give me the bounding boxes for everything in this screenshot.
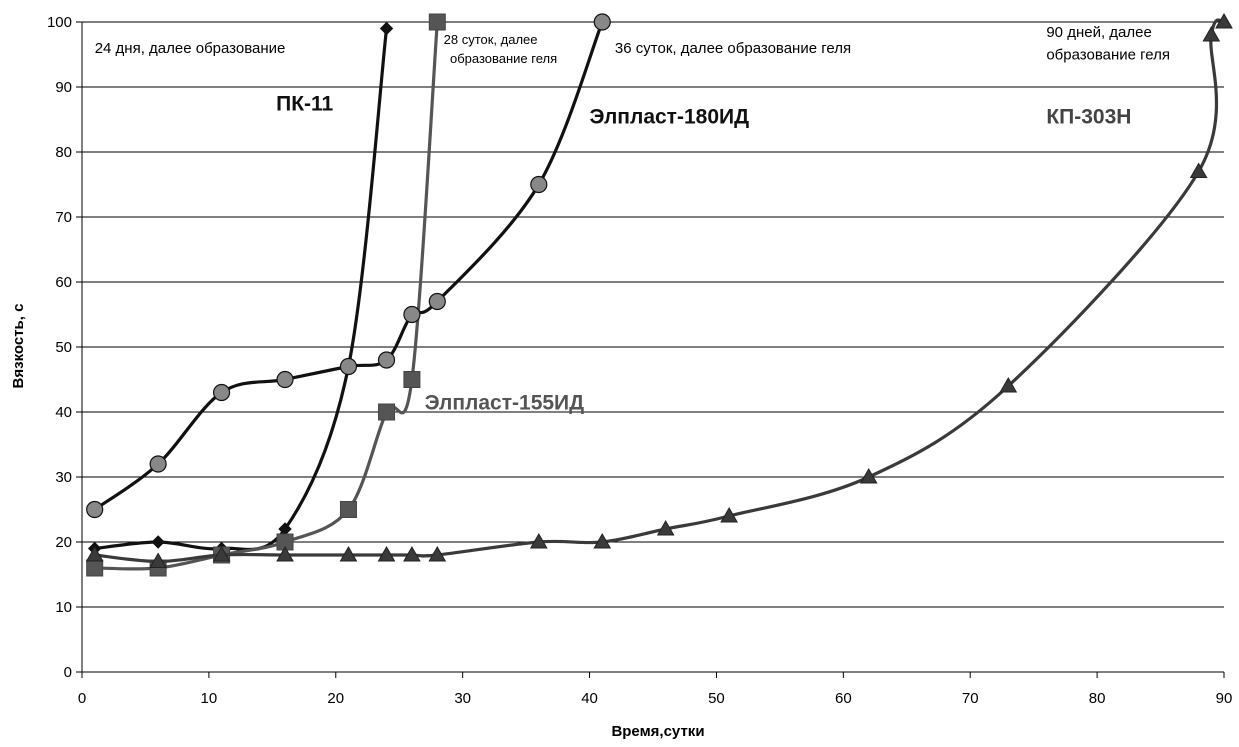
data-point-кп-303н-7: [428, 545, 447, 562]
x-tick-label-50: 50: [708, 690, 725, 707]
data-point-элпласт-180ид-0: [86, 500, 104, 519]
y-tick-label-90: 90: [55, 79, 72, 96]
x-tick-label-40: 40: [581, 690, 598, 707]
data-point-элпласт-155ид-4: [339, 501, 357, 518]
series-элпласт-155ид: [86, 13, 446, 577]
y-tick-label-20: 20: [55, 534, 72, 551]
data-point-кп-303н-6: [403, 545, 421, 562]
data-point-кп-303н-11: [720, 506, 738, 523]
data-point-кп-303н-9: [593, 532, 612, 549]
x-tick-label-30: 30: [454, 690, 471, 707]
annotation-layer: 24 дня, далее образование 28 суток, далее…: [95, 24, 1170, 415]
data-point-кп-303н-3: [276, 545, 294, 562]
y-tick-label-100: 100: [47, 14, 72, 31]
data-point-элпласт-155ид-6: [403, 371, 421, 388]
annotation-3: 36 суток, далее образование геля: [615, 40, 851, 57]
data-point-пк-11-1: [151, 535, 165, 549]
data-point-кп-303н-0: [85, 545, 104, 562]
x-tick-label-20: 20: [327, 690, 344, 707]
series-label-пк-11: ПК-11: [276, 92, 333, 115]
x-tick-label-0: 0: [78, 690, 86, 707]
data-point-элпласт-180ид-9: [593, 13, 611, 31]
data-point-кп-303н-2: [212, 545, 231, 562]
series-line-кп-303н: [93, 18, 1226, 564]
x-tick-label-80: 80: [1089, 690, 1106, 707]
series-кп-303н: [85, 12, 1233, 568]
data-point-кп-303н-14: [1189, 162, 1208, 178]
data-point-кп-303н-13: [999, 376, 1018, 393]
series-пк-11: [87, 21, 394, 556]
data-point-элпласт-155ид-5: [378, 403, 396, 421]
data-point-пк-11-5: [379, 21, 394, 36]
series-line-пк-11: [93, 26, 389, 552]
series-layer: [85, 12, 1233, 577]
data-point-кп-303н-5: [377, 545, 396, 562]
data-point-элпласт-155ид-7: [428, 13, 446, 31]
series-line-элпласт-155ид: [93, 20, 439, 571]
annotation-5: образование геля: [1046, 47, 1170, 64]
y-tick-label-80: 80: [55, 144, 72, 161]
data-point-элпласт-180ид-6: [403, 305, 421, 324]
data-point-элпласт-180ид-2: [212, 383, 231, 402]
axis-layer: 0 10 20 30 40 50 60 70 80 90 100 0 10 20 30 40 50 60 70 80 9…: [47, 14, 1232, 707]
series-label-элпласт-155ид: Элпласт-155ИД: [425, 391, 585, 414]
data-point-кп-303н-1: [149, 552, 167, 568]
y-tick-label-10: 10: [55, 599, 72, 616]
data-point-кп-303н-12: [859, 467, 878, 484]
data-point-элпласт-155ид-0: [86, 559, 104, 577]
x-tick-label-60: 60: [835, 690, 852, 707]
annotation-1: 28 суток, далее: [444, 32, 538, 47]
y-tick-label-30: 30: [55, 469, 72, 486]
series-label-кп-303н: КП-303Н: [1046, 105, 1131, 128]
data-point-элпласт-180ид-7: [428, 292, 446, 311]
y-tick-label-60: 60: [55, 274, 72, 291]
annotation-2: образование геля: [450, 51, 557, 66]
data-point-кп-303н-16: [1215, 12, 1233, 29]
data-point-элпласт-180ид-4: [339, 357, 358, 376]
data-point-кп-303н-15: [1202, 25, 1221, 42]
y-tick-label-0: 0: [64, 664, 72, 681]
x-tick-label-70: 70: [962, 690, 979, 707]
data-point-элпласт-180ид-1: [149, 455, 167, 473]
x-axis-title: Время,сутки: [611, 723, 704, 740]
annotation-0: 24 дня, далее образование: [95, 40, 286, 57]
data-point-элпласт-180ид-8: [530, 175, 548, 194]
series-элпласт-180ид: [86, 13, 611, 519]
y-tick-label-70: 70: [55, 209, 72, 226]
data-point-элпласт-180ид-5: [377, 351, 396, 369]
x-tick-label-90: 90: [1216, 690, 1233, 707]
series-label-элпласт-180ид: Элпласт-180ИД: [590, 105, 750, 128]
series-line-элпласт-180ид: [93, 20, 604, 512]
y-tick-label-40: 40: [55, 404, 72, 421]
y-axis-title: Вязкость, с: [10, 304, 27, 389]
y-tick-label-50: 50: [55, 339, 72, 356]
data-point-кп-303н-4: [339, 545, 358, 562]
x-tick-label-10: 10: [201, 690, 218, 707]
data-point-кп-303н-10: [656, 519, 675, 536]
data-point-кп-303н-8: [529, 532, 548, 549]
annotation-4: 90 дней, далее: [1046, 24, 1151, 41]
data-point-элпласт-180ид-3: [276, 370, 294, 389]
